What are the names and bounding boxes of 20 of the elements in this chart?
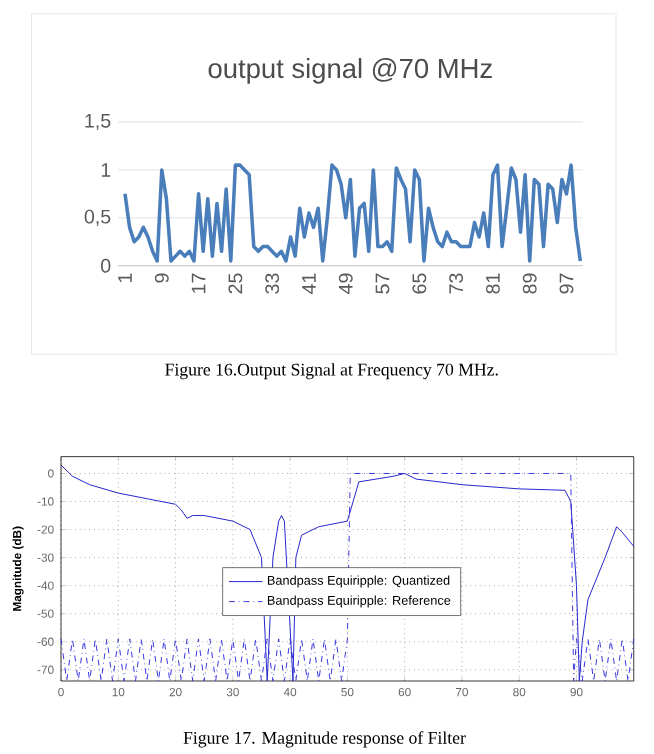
y-tick-label: 0,5 bbox=[84, 209, 111, 226]
x-tick-label: 41 bbox=[302, 273, 316, 294]
x-tick-label: 65 bbox=[412, 273, 427, 294]
x-tick-label: 97 bbox=[559, 273, 574, 294]
x-tick-label: 73 bbox=[449, 273, 464, 294]
x-tick-label: 89 bbox=[523, 273, 537, 294]
caption: Figure 16.Output Signal at Frequency 70 MHz. bbox=[165, 363, 499, 380]
x-tick-label: 81 bbox=[486, 273, 501, 294]
x-tick-label: 49 bbox=[339, 273, 353, 294]
x-tick-label: 33 bbox=[265, 273, 280, 294]
y-tick-label: 1,5 bbox=[85, 114, 111, 131]
y-tick-label: 0 bbox=[101, 258, 111, 273]
chart-title: output signal @70 MHz bbox=[208, 58, 493, 84]
x-tick-label: 17 bbox=[192, 273, 206, 293]
y-tick-label: 1 bbox=[102, 163, 111, 177]
x-tick-label: 1 bbox=[118, 273, 133, 283]
x-tick-label: 25 bbox=[228, 273, 243, 294]
caption: Figure 17. Magnitude response of Filter bbox=[183, 731, 467, 748]
x-tick-label: 57 bbox=[375, 273, 390, 294]
x-tick-label: 9 bbox=[155, 273, 169, 283]
